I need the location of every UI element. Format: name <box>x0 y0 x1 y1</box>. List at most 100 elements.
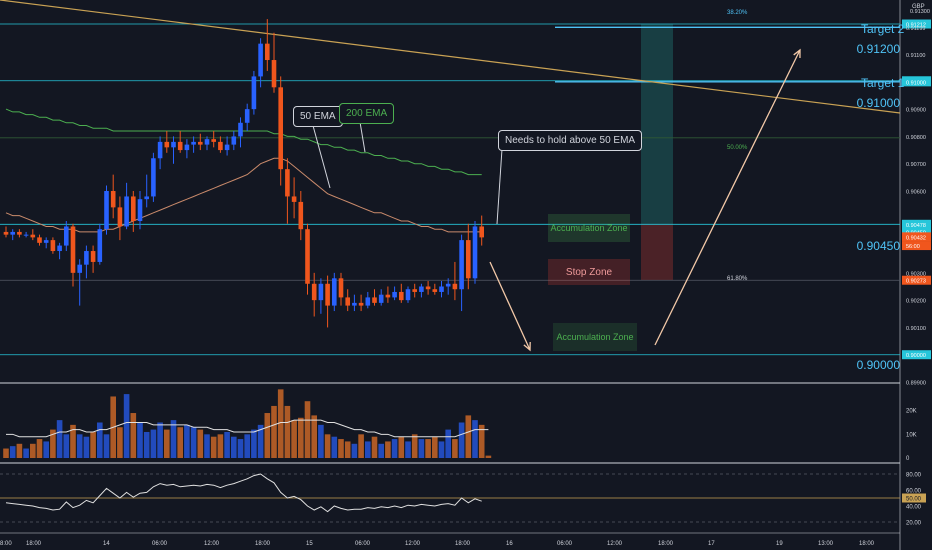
candle-body <box>318 283 324 301</box>
price-scale-top-label: 0.91300 <box>910 9 930 15</box>
volume-bar <box>371 436 378 458</box>
candle-body <box>365 297 371 306</box>
volume-bar <box>244 434 250 458</box>
price-scale-label: 0.90200 <box>906 299 926 305</box>
projection-arrow-up <box>654 49 801 346</box>
volume-bar <box>43 441 49 458</box>
volume-bar <box>425 439 431 458</box>
time-axis-label: 06:00 <box>152 541 168 547</box>
candle-body <box>405 289 411 301</box>
projection-arrow-down <box>489 261 531 351</box>
candle-body <box>271 60 277 88</box>
volume-bar <box>170 420 177 458</box>
volume-bar <box>123 394 130 458</box>
volume-bar <box>445 429 451 458</box>
projection-arrow-down-head <box>523 341 531 352</box>
volume-bar <box>472 420 478 458</box>
volume-bar <box>70 424 76 458</box>
candle-body <box>338 278 344 298</box>
candle-body <box>298 201 304 230</box>
volume-bar <box>224 431 230 458</box>
price-label-090000: 0.90000 <box>856 358 900 372</box>
candle-body <box>204 139 210 145</box>
ema200-callout: 200 EMA <box>339 103 395 124</box>
candle-body <box>311 283 317 301</box>
fib-382-label: 38.20% <box>727 10 748 16</box>
volume-bar <box>103 434 110 458</box>
candle-body <box>104 191 109 230</box>
time-axis-label: 14 <box>103 541 110 547</box>
candle-body <box>57 245 62 252</box>
volume-bar <box>237 439 244 458</box>
candle-body <box>412 289 417 292</box>
stop-zone: Stop Zone <box>548 259 630 285</box>
time-axis-label: 12:00 <box>607 541 623 547</box>
candle-body <box>459 240 464 290</box>
fib-618-label: 61.80% <box>727 276 748 282</box>
candle-body <box>466 240 471 279</box>
volume-bar <box>344 441 351 458</box>
volume-axis-label: 10K <box>906 432 917 438</box>
price-scale-tag <box>902 350 931 360</box>
volume-bar <box>184 424 190 458</box>
candle-body <box>37 237 42 243</box>
candle-body <box>231 136 237 145</box>
price-scale-label: 0.89900 <box>906 381 926 387</box>
volume-bar <box>411 434 418 458</box>
price-scale-tag <box>902 232 931 242</box>
candle-body <box>285 169 290 197</box>
candle-body <box>10 231 15 235</box>
candle-body <box>258 43 263 77</box>
volume-ma-line <box>6 419 489 438</box>
volume-bar <box>257 424 264 458</box>
candle-body <box>419 286 424 292</box>
volume-bar <box>284 405 291 458</box>
rsi-axis-label: 80.00 <box>906 473 922 479</box>
price-scale-label: 0.91199 <box>906 26 925 32</box>
volume-bar <box>210 436 217 458</box>
volume-bar <box>358 434 364 458</box>
price-scale-label: 0.91100 <box>906 53 925 59</box>
stop-loss-box <box>641 224 673 281</box>
candle-body <box>345 297 350 306</box>
price-scale-label: 0.90100 <box>906 326 926 332</box>
volume-bar <box>83 436 90 458</box>
rsi-axis-label: 50.00 <box>906 497 922 503</box>
volume-bar <box>452 439 458 458</box>
volume-bar <box>331 436 338 458</box>
time-axis-label: 06:00 <box>355 541 371 547</box>
time-axis-label: 8:00 <box>0 541 12 547</box>
time-axis-label: 19 <box>776 541 783 547</box>
volume-bar <box>190 427 197 458</box>
candle-body <box>385 294 391 298</box>
price-scale-label: 0.90478 <box>906 223 926 229</box>
candle-body <box>84 251 89 265</box>
candle-body <box>278 87 283 170</box>
currency-label: GBP <box>912 4 925 10</box>
volume-bar <box>432 436 438 458</box>
volume-bar <box>398 436 405 458</box>
volume-bar <box>30 443 36 458</box>
candle-body <box>50 240 56 252</box>
price-scale-label: 0.90700 <box>906 162 926 168</box>
candle-body <box>325 283 330 306</box>
price-scale-label: 0.90300 <box>906 271 926 277</box>
candle-body <box>184 144 190 151</box>
target1-label: Target 1 <box>861 76 905 90</box>
candle-body <box>439 286 444 292</box>
candle-body <box>399 291 404 301</box>
volume-bar <box>458 422 465 458</box>
time-axis-label: 06:00 <box>557 541 573 547</box>
price-scale-tag <box>902 241 931 251</box>
rsi-axis-label: 40.00 <box>906 505 922 511</box>
volume-bar <box>291 420 297 458</box>
volume-bar <box>391 439 398 458</box>
ema50-line <box>5 157 482 233</box>
candle-body <box>238 122 243 137</box>
candle-body <box>151 158 156 197</box>
time-axis-label: 12:00 <box>204 541 220 547</box>
candle-body <box>191 141 196 145</box>
price-scale-label: 0.90000 <box>906 353 926 359</box>
volume-bar <box>90 431 96 458</box>
